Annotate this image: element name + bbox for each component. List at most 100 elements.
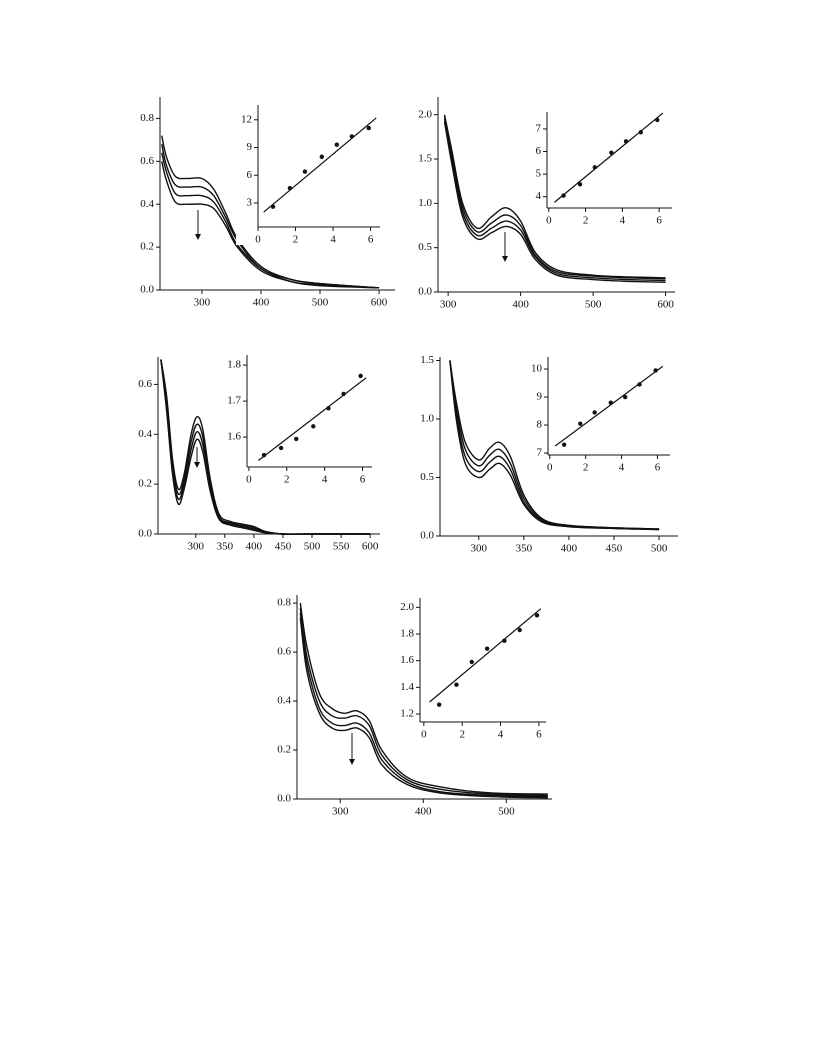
x-tick-label: 400 <box>512 299 529 311</box>
y-tick-label: 2.0 <box>400 601 414 613</box>
y-tick-label: 1.6 <box>227 431 241 443</box>
x-tick-label: 2 <box>459 729 465 741</box>
data-point <box>366 125 371 131</box>
data-point <box>577 182 583 187</box>
x-tick-label: 300 <box>440 299 457 311</box>
data-point <box>358 373 363 379</box>
data-point <box>534 613 540 618</box>
fit-line <box>263 117 377 213</box>
spectrum-line <box>299 617 548 799</box>
data-point <box>608 400 613 405</box>
data-point <box>334 142 340 147</box>
data-point <box>637 382 642 387</box>
y-tick-label: 1.6 <box>400 654 414 666</box>
x-tick-label: 400 <box>246 541 263 553</box>
y-tick-label: 1.5 <box>418 153 432 165</box>
spectrum-line <box>443 116 666 280</box>
x-tick-label: 0 <box>421 729 427 741</box>
x-tick-label: 350 <box>217 541 234 553</box>
x-tick-label: 2 <box>284 474 290 486</box>
arrow-head <box>195 234 201 240</box>
data-point <box>502 638 507 643</box>
x-tick-label: 400 <box>561 543 578 555</box>
arrow-head <box>349 759 355 765</box>
data-point <box>578 421 583 426</box>
y-tick-label: 0.0 <box>140 284 154 296</box>
data-point <box>319 154 325 159</box>
x-tick-label: 2 <box>583 215 589 227</box>
x-tick-label: 0 <box>546 215 552 227</box>
data-point <box>638 130 643 135</box>
y-tick-label: 0.2 <box>277 744 291 756</box>
data-point <box>517 627 522 633</box>
x-tick-label: 500 <box>585 299 602 311</box>
y-tick-label: 6 <box>247 169 253 181</box>
x-tick-label: 400 <box>253 297 270 309</box>
y-tick-label: 9 <box>537 391 543 403</box>
x-tick-label: 400 <box>415 806 432 818</box>
fit-line <box>554 365 664 447</box>
y-tick-label: 0.4 <box>140 198 154 210</box>
x-tick-label: 300 <box>188 541 205 553</box>
spectrum-line <box>161 161 380 289</box>
spectrum-line <box>443 119 666 282</box>
x-tick-label: 6 <box>368 234 374 246</box>
y-tick-label: 0.6 <box>277 646 291 658</box>
y-tick-label: 0.0 <box>420 530 434 542</box>
data-point <box>655 117 660 123</box>
x-tick-label: 6 <box>655 462 661 474</box>
data-point <box>653 368 658 373</box>
x-tick-label: 300 <box>332 806 349 818</box>
y-tick-label: 5 <box>536 168 542 180</box>
y-tick-label: 2.0 <box>418 108 432 120</box>
x-tick-label: 500 <box>312 297 329 309</box>
x-tick-label: 6 <box>360 474 366 486</box>
data-point <box>341 391 346 397</box>
data-point <box>278 445 284 451</box>
y-tick-label: 1.0 <box>418 197 432 209</box>
inset-background <box>525 108 676 226</box>
y-tick-label: 9 <box>247 141 253 153</box>
x-tick-label: 500 <box>304 541 321 553</box>
y-tick-label: 0.4 <box>138 428 152 440</box>
y-tick-label: 8 <box>537 419 543 431</box>
data-point <box>484 646 490 651</box>
x-tick-label: 450 <box>275 541 292 553</box>
fit-line <box>257 377 367 461</box>
x-tick-label: 350 <box>516 543 533 555</box>
data-point <box>436 702 442 707</box>
x-tick-label: 4 <box>322 474 328 486</box>
fit-line <box>553 112 664 203</box>
x-tick-label: 300 <box>471 543 488 555</box>
x-tick-label: 4 <box>498 729 504 741</box>
x-tick-label: 4 <box>619 462 625 474</box>
x-tick-label: 2 <box>583 462 589 474</box>
data-point <box>302 169 308 174</box>
y-tick-label: 0.0 <box>138 528 152 540</box>
y-tick-label: 7 <box>536 122 542 134</box>
data-point <box>592 410 597 415</box>
y-tick-label: 1.8 <box>227 359 241 371</box>
y-tick-label: 3 <box>247 197 253 209</box>
data-point <box>592 165 597 170</box>
data-point <box>270 204 276 209</box>
x-tick-label: 600 <box>657 299 674 311</box>
x-tick-label: 0 <box>246 474 252 486</box>
data-point <box>454 682 459 687</box>
x-tick-label: 500 <box>498 806 515 818</box>
x-tick-label: 6 <box>536 729 542 741</box>
spectrum-line <box>160 359 371 535</box>
spectrum-line <box>299 607 548 797</box>
data-point <box>561 442 567 447</box>
inset-background <box>398 594 550 740</box>
data-point <box>349 134 355 139</box>
arrow-head <box>502 256 508 262</box>
spectrum-line <box>449 360 660 530</box>
y-tick-label: 0.5 <box>418 241 432 253</box>
y-tick-label: 4 <box>536 190 542 202</box>
x-tick-label: 4 <box>620 215 626 227</box>
y-tick-label: 0.4 <box>277 695 291 707</box>
data-point <box>623 139 629 144</box>
y-tick-label: 1.7 <box>227 395 241 407</box>
data-point <box>622 394 628 400</box>
